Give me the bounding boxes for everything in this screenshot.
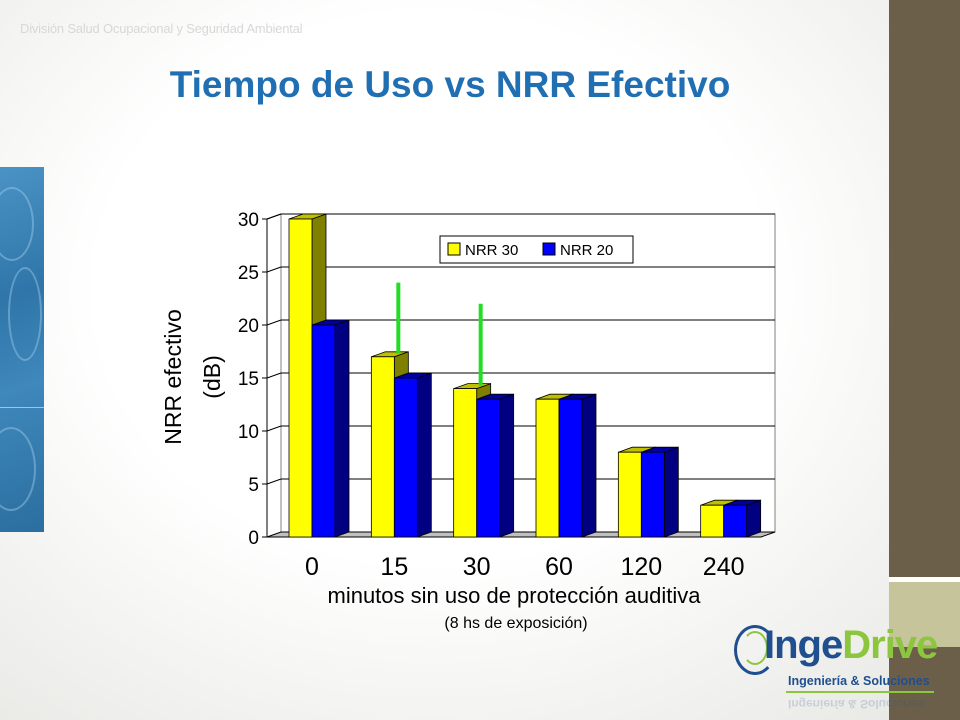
- bar-nrr30: [370, 356, 395, 538]
- bar-nrr20-side: [581, 393, 597, 538]
- gridline-depth: [266, 372, 282, 379]
- bar-nrr30: [617, 451, 642, 538]
- bar-nrr20: [723, 504, 748, 538]
- y-tick-label: 10: [238, 422, 259, 443]
- logo-tagline: Ingeniería & Soluciones: [788, 674, 930, 688]
- bar-nrr20-side: [663, 446, 679, 538]
- x-tick-label: 120: [620, 553, 662, 581]
- legend-label-nrr20: NRR 20: [560, 242, 613, 259]
- logo-ring-inner: [742, 631, 768, 665]
- y-axis-label: NRR efectivo: [160, 309, 186, 444]
- gridline-depth: [266, 266, 282, 273]
- bar-layer: [288, 213, 762, 538]
- slide-title: Tiempo de Uso vs NRR Efectivo: [169, 64, 731, 105]
- legend-swatch-nrr20: [542, 242, 556, 256]
- panel-divider: [0, 407, 44, 408]
- gridline-depth: [266, 478, 282, 485]
- x-tick-label: 30: [463, 553, 491, 581]
- bar-nrr20-side: [334, 319, 350, 538]
- x-tick-label: 60: [545, 553, 573, 581]
- bar-nrr20: [558, 398, 583, 538]
- bar-nrr30: [535, 398, 560, 538]
- gridline-depth: [266, 319, 282, 326]
- bar-nrr20: [476, 398, 501, 538]
- bar-nrr20: [640, 451, 665, 538]
- axis-layer: 0 5 10 15 20 25 30 0 15 30 60 120 240: [238, 210, 745, 581]
- x-axis-label: minutos sin uso de protección auditiva: [328, 583, 702, 608]
- right-accent-stripe: [889, 577, 960, 582]
- x-tick-label: 0: [305, 553, 319, 581]
- header-note: División Salud Ocupacional y Seguridad A…: [20, 21, 303, 36]
- x-tick-label: 15: [380, 553, 408, 581]
- bar-nrr20: [393, 377, 418, 538]
- y-tick-label: 30: [238, 210, 259, 231]
- x-axis-note: (8 hs de exposición): [444, 615, 587, 632]
- legend-swatch-nrr30: [447, 242, 461, 256]
- y-tick-label: 25: [238, 263, 259, 284]
- legend-box: [439, 235, 634, 264]
- grid-layer: [266, 213, 776, 538]
- y-tick-label: 15: [238, 369, 259, 390]
- bar-nrr30: [700, 504, 725, 538]
- logo-wordmark-part2: Drive: [842, 623, 938, 667]
- y-axis-top: [266, 213, 282, 220]
- bar-nrr20-side: [746, 499, 762, 538]
- y-tick-label: 5: [248, 475, 259, 496]
- logo-underline: [786, 691, 934, 693]
- swirl-shape: [8, 267, 42, 361]
- y-tick-label: 20: [238, 316, 259, 337]
- logo-ring: [734, 625, 776, 675]
- right-accent-block: [889, 582, 960, 647]
- bar-nrr30: [453, 388, 478, 538]
- bar-nrr30: [288, 218, 313, 538]
- swirl-shape: [0, 187, 34, 261]
- bar-nrr20-side: [416, 372, 432, 538]
- logo-wordmark: IngeDrive: [764, 623, 938, 668]
- legend-label-nrr30: NRR 30: [465, 242, 518, 259]
- bar-nrr20: [311, 324, 336, 538]
- x-tick-label: 240: [703, 553, 745, 581]
- logo-tagline-reflection: Ingeniería & Soluciones: [788, 697, 925, 711]
- chart-legend: NRR 30 NRR 20: [439, 235, 634, 264]
- logo-wordmark-part1: Inge: [764, 623, 843, 667]
- bar-nrr20-side: [499, 393, 515, 538]
- y-tick-label: 0: [248, 528, 259, 549]
- y-axis-unit: (dB): [199, 355, 225, 398]
- gridline-depth: [266, 425, 282, 432]
- side-decoration-panel: [0, 167, 44, 532]
- ingedrive-logo: IngeDrive Ingeniería & Soluciones Ingeni…: [732, 619, 940, 714]
